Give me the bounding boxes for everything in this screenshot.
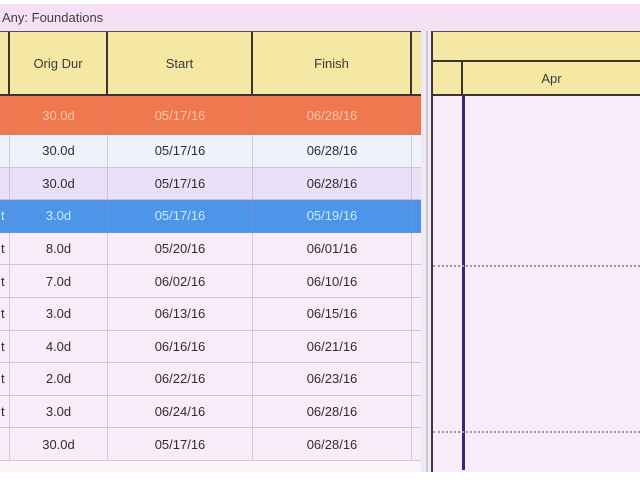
activity-name-fragment-cell: t	[0, 265, 10, 298]
activity-name-fragment-cell	[0, 167, 10, 201]
table-row[interactable]: 30.0d 05/17/16 06/28/16	[0, 428, 421, 461]
table-row[interactable]: t 3.0d 06/24/16 06/28/16	[0, 395, 421, 429]
finish-date-cell: 06/28/16	[253, 395, 412, 429]
table-row[interactable]: 30.0d 05/17/16 06/28/16	[0, 96, 421, 135]
orig-dur-cell: 4.0d	[10, 330, 108, 364]
column-header-name-fragment[interactable]	[0, 32, 10, 94]
finish-date-cell: 06/28/16	[253, 167, 412, 201]
window-top-edge	[0, 0, 640, 4]
row-spacer-cell	[412, 298, 421, 331]
column-header-finish[interactable]: Finish	[253, 32, 412, 94]
table-empty-area	[0, 461, 421, 472]
orig-dur-cell: 3.0d	[10, 395, 108, 429]
timescale-month-cell[interactable]: Apr	[463, 62, 640, 94]
row-spacer-cell	[412, 200, 421, 233]
gantt-chart-area[interactable]	[433, 96, 640, 472]
activity-table-pane: Orig Dur Start Finish 30.0d 05/17/16 06/…	[0, 31, 421, 472]
timescale-major-row	[433, 32, 640, 62]
group-band: Any: Foundations	[0, 4, 640, 31]
column-header-label: Orig Dur	[33, 55, 83, 71]
table-row[interactable]: t 2.0d 06/22/16 06/23/16	[0, 363, 421, 396]
start-date-cell: 06/22/16	[108, 363, 253, 396]
timescale-month-label: Apr	[541, 70, 562, 86]
finish-date-cell: 06/28/16	[253, 96, 412, 135]
orig-dur-cell: 7.0d	[10, 265, 108, 298]
activity-name-fragment-cell	[0, 96, 10, 135]
row-spacer-cell	[412, 168, 421, 201]
orig-dur-cell: 8.0d	[10, 232, 108, 266]
activity-name-fragment-cell	[0, 428, 10, 461]
layout-main: Orig Dur Start Finish 30.0d 05/17/16 06/…	[0, 31, 640, 472]
row-spacer-cell	[412, 396, 421, 429]
gantt-dotted-gridline	[433, 431, 640, 433]
column-header-label: Finish	[314, 55, 349, 71]
finish-date-cell: 06/15/16	[253, 297, 412, 331]
row-spacer-cell	[412, 265, 421, 298]
activity-name-fragment-cell: t	[0, 363, 10, 396]
table-row[interactable]: t 3.0d 06/13/16 06/15/16	[0, 297, 421, 331]
column-header-orig-dur[interactable]: Orig Dur	[10, 32, 108, 94]
table-row[interactable]: t 7.0d 06/02/16 06/10/16	[0, 265, 421, 298]
activity-name-fragment-cell: t	[0, 200, 10, 233]
row-spacer-cell	[412, 428, 421, 461]
table-row[interactable]: 30.0d 05/17/16 06/28/16	[0, 167, 421, 201]
table-row[interactable]: 30.0d 05/17/16 06/28/16	[0, 135, 421, 168]
activity-name-fragment-cell: t	[0, 395, 10, 429]
finish-date-cell: 06/28/16	[253, 428, 412, 461]
activity-name-fragment-cell: t	[0, 297, 10, 331]
orig-dur-cell: 30.0d	[10, 96, 108, 135]
finish-date-cell: 06/28/16	[253, 135, 412, 168]
table-row[interactable]: t 4.0d 06/16/16 06/21/16	[0, 330, 421, 364]
orig-dur-cell: 30.0d	[10, 167, 108, 201]
table-header-row: Orig Dur Start Finish	[0, 31, 421, 96]
window-bottom-edge	[0, 472, 640, 480]
row-spacer-cell	[412, 233, 421, 266]
start-date-cell: 06/16/16	[108, 330, 253, 364]
orig-dur-cell: 30.0d	[10, 428, 108, 461]
orig-dur-cell: 3.0d	[10, 200, 108, 233]
row-spacer-cell	[412, 135, 421, 168]
column-header-spacer	[412, 32, 421, 94]
gantt-pane: Apr	[433, 31, 640, 472]
finish-date-cell: 05/19/16	[253, 200, 412, 233]
orig-dur-cell: 30.0d	[10, 135, 108, 168]
start-date-cell: 06/24/16	[108, 395, 253, 429]
orig-dur-cell: 3.0d	[10, 297, 108, 331]
gantt-timescale-header[interactable]: Apr	[433, 31, 640, 96]
column-header-start[interactable]: Start	[108, 32, 253, 94]
finish-date-cell: 06/23/16	[253, 363, 412, 396]
start-date-cell: 05/17/16	[108, 135, 253, 168]
start-date-cell: 05/17/16	[108, 167, 253, 201]
table-rows: 30.0d 05/17/16 06/28/16 30.0d 05/17/16 0…	[0, 96, 421, 461]
activity-name-fragment-cell: t	[0, 330, 10, 364]
table-row[interactable]: t 3.0d 05/17/16 05/19/16	[0, 200, 421, 233]
row-spacer-cell	[412, 363, 421, 396]
table-row[interactable]: t 8.0d 05/20/16 06/01/16	[0, 232, 421, 266]
finish-date-cell: 06/10/16	[253, 265, 412, 298]
pane-splitter-groove	[426, 31, 428, 472]
start-date-cell: 06/02/16	[108, 265, 253, 298]
timescale-partial-cell	[433, 62, 463, 94]
timescale-minor-row: Apr	[433, 62, 640, 94]
row-spacer-cell	[412, 96, 421, 135]
finish-date-cell: 06/21/16	[253, 330, 412, 364]
finish-date-cell: 06/01/16	[253, 232, 412, 266]
gantt-dotted-gridline	[433, 265, 640, 267]
activity-name-fragment-cell	[0, 135, 10, 168]
gantt-data-date-line	[462, 96, 465, 470]
row-spacer-cell	[412, 331, 421, 364]
orig-dur-cell: 2.0d	[10, 363, 108, 396]
start-date-cell: 05/17/16	[108, 200, 253, 233]
start-date-cell: 05/17/16	[108, 96, 253, 135]
column-header-label: Start	[165, 55, 194, 71]
pane-splitter[interactable]	[421, 31, 433, 472]
start-date-cell: 05/20/16	[108, 232, 253, 266]
group-band-label: Any: Foundations	[2, 10, 104, 25]
activity-name-fragment-cell: t	[0, 232, 10, 266]
start-date-cell: 05/17/16	[108, 428, 253, 461]
start-date-cell: 06/13/16	[108, 297, 253, 331]
